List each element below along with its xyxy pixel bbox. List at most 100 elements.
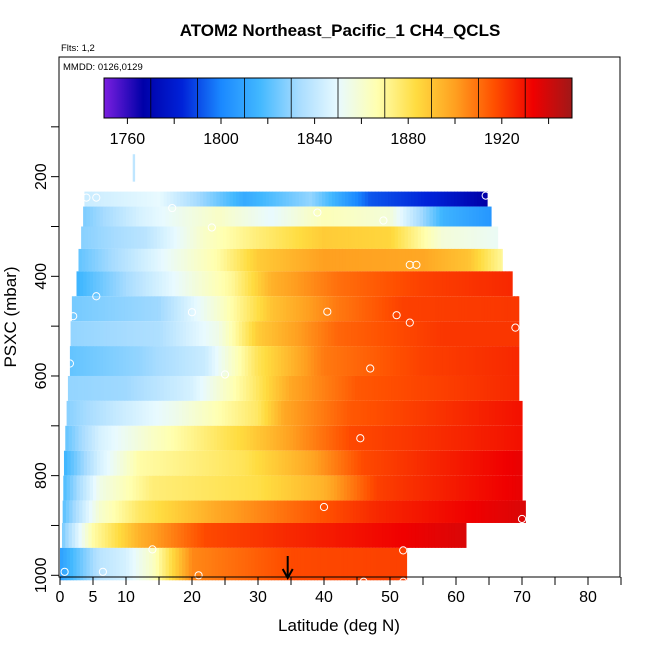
heatmap-cell (521, 500, 526, 523)
heatmap-cell (504, 500, 509, 523)
heatmap-cell (87, 375, 92, 401)
heatmap-cell (160, 296, 165, 322)
markers (132, 154, 294, 581)
heatmap-cell (226, 375, 231, 401)
heatmap-cell (192, 547, 196, 581)
heatmap-cell (456, 450, 461, 476)
heatmap-cell (511, 500, 516, 523)
heatmap-cell (487, 226, 491, 249)
heatmap-cell (78, 248, 83, 272)
heatmap-cell (411, 191, 416, 207)
heatmap-cell (119, 346, 124, 376)
heatmap-cell (106, 400, 111, 426)
heatmap-cell (451, 425, 456, 451)
heatmap-cell (105, 500, 110, 523)
heatmap-cell (108, 425, 113, 451)
heatmap-cell (344, 321, 349, 347)
heatmap-cell (375, 522, 380, 548)
colorbar-ticks: 1760 1800 1840 1880 1920 (110, 78, 550, 148)
heatmap-cell (304, 346, 309, 376)
heatmap-cell (89, 346, 94, 376)
heatmap-cell (407, 450, 412, 476)
heatmap-cell (180, 425, 185, 451)
heatmap-cell (70, 450, 75, 476)
heatmap-cell (170, 296, 175, 322)
heatmap-cell (459, 321, 464, 347)
heatmap-cell (314, 346, 318, 376)
heatmap-cell (302, 522, 307, 548)
heatmap-cell (517, 296, 520, 322)
heatmap-cell (236, 375, 241, 401)
heatmap-cell (355, 522, 360, 548)
heatmap-cell (343, 475, 348, 501)
heatmap-cell (229, 375, 234, 401)
heatmap-cell (399, 475, 404, 501)
heatmap-cell (153, 191, 158, 207)
heatmap-cell (135, 346, 140, 376)
heatmap-cell (479, 271, 483, 297)
heatmap-cell (252, 191, 257, 207)
heatmap-cell (393, 450, 398, 476)
heatmap-cell (228, 271, 233, 297)
heatmap-cell (140, 226, 145, 249)
heatmap-cell (325, 191, 330, 207)
heatmap-cell (101, 522, 106, 548)
heatmap-cell (493, 375, 498, 401)
heatmap-cell (174, 425, 179, 451)
heatmap-cell (287, 346, 292, 376)
heatmap-cell (436, 450, 441, 476)
heatmap-cell (457, 226, 462, 249)
heatmap-cell (159, 475, 163, 501)
heatmap-cell (165, 346, 170, 376)
heatmap-cell (194, 500, 199, 523)
heatmap-cell (486, 321, 491, 347)
heatmap-cell (354, 321, 359, 347)
heatmap-cell (301, 321, 306, 347)
heatmap-cell (244, 475, 249, 501)
heatmap-cell (324, 206, 328, 227)
heatmap-cell (225, 321, 230, 347)
heatmap-cell (380, 271, 384, 297)
x-tick-label: 20 (183, 589, 201, 606)
heatmap-cell (119, 475, 124, 501)
heatmap-cell (93, 206, 97, 227)
heatmap-cell (151, 425, 155, 451)
heatmap-cell (274, 400, 279, 426)
heatmap-cell (368, 522, 373, 548)
heatmap-cell (299, 296, 304, 322)
heatmap-cell (246, 522, 251, 548)
heatmap-cell (320, 500, 324, 523)
heatmap-cell (145, 271, 150, 297)
heatmap-cell (246, 226, 251, 249)
heatmap-cell (399, 271, 404, 297)
heatmap-cell (419, 475, 424, 501)
heatmap-cell (459, 271, 464, 297)
heatmap-cell (95, 500, 100, 523)
heatmap-cell (419, 346, 424, 376)
heatmap-cell (370, 450, 375, 476)
heatmap-cell (106, 450, 111, 476)
heatmap-cell (121, 296, 126, 322)
heatmap-cell (240, 248, 245, 272)
y-tick-label: 400 (33, 263, 50, 290)
heatmap-cell (386, 475, 391, 501)
heatmap-cell (168, 500, 173, 523)
x-tick-label: 0 (56, 589, 65, 606)
heatmap-cell (93, 346, 97, 376)
heatmap-cell (435, 500, 440, 523)
heatmap-cell (495, 475, 500, 501)
y-axis-label: PSXC (mbar) (1, 266, 20, 367)
heatmap-cell (339, 500, 344, 523)
heatmap-cell (176, 450, 181, 476)
heatmap-cell (106, 346, 111, 376)
heatmap-cell (124, 425, 129, 451)
heatmap-cell (505, 475, 510, 501)
heatmap-cell (411, 522, 416, 548)
heatmap-cell (271, 206, 276, 227)
heatmap-cell (207, 522, 212, 548)
heatmap-cell (195, 547, 200, 581)
heatmap-cell (398, 296, 403, 322)
heatmap-cell (261, 346, 266, 376)
heatmap-cell (221, 500, 225, 523)
heatmap-cell (458, 500, 463, 523)
